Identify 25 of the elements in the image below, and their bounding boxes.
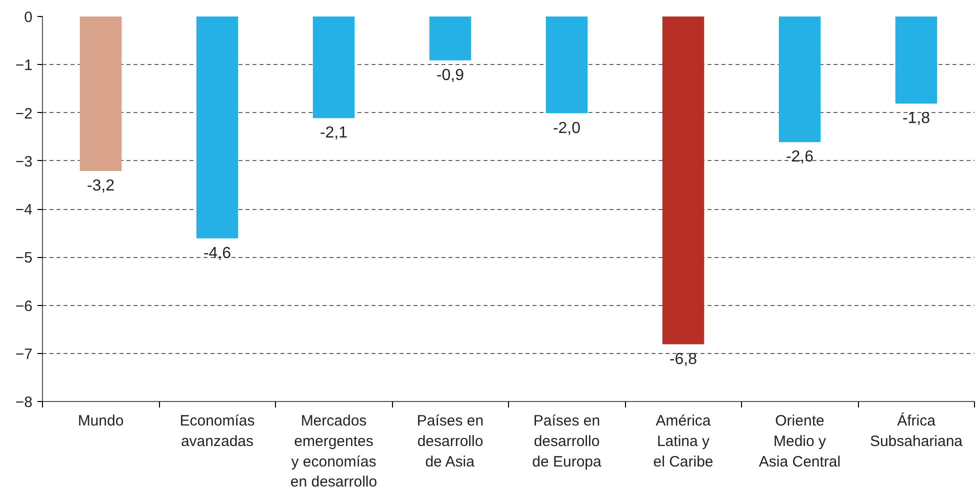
data-label: -3,2 <box>86 178 115 194</box>
y-tick-label: −1 <box>15 57 33 74</box>
data-label: -6,8 <box>669 350 698 368</box>
x-tick-label: Oriente Medio y Asia Central <box>758 412 841 470</box>
y-tick-label: −4 <box>15 202 33 218</box>
y-tick-label: −2 <box>15 105 33 122</box>
y-tick-label: −5 <box>15 250 33 267</box>
data-label: -2,6 <box>786 148 814 166</box>
x-tick-label: América Latina y el Caribe <box>653 412 714 470</box>
x-tick-label: África Subsahariana <box>870 412 964 450</box>
data-label: -2,1 <box>320 124 348 142</box>
y-tick-label: −8 <box>15 394 33 411</box>
y-tick-label: −3 <box>15 153 33 170</box>
y-tick-label: 0 <box>24 9 32 26</box>
x-tick-label: Países en desarrollo de Asia <box>416 412 484 470</box>
y-tick-label: −7 <box>15 346 33 363</box>
data-label: -4,6 <box>203 244 232 262</box>
x-tick-label: Economías avanzadas <box>180 412 255 450</box>
x-tick-label: Mundo <box>78 412 124 430</box>
x-tick-label: Países en desarrollo de Europa <box>532 412 602 470</box>
y-tick-label: −6 <box>15 298 33 315</box>
x-tick-label: Mercados emergentes y economías en desarrollo <box>290 412 378 491</box>
data-label: -2,0 <box>552 120 581 137</box>
data-label: -1,8 <box>902 110 930 128</box>
data-label: -0,9 <box>436 66 464 84</box>
